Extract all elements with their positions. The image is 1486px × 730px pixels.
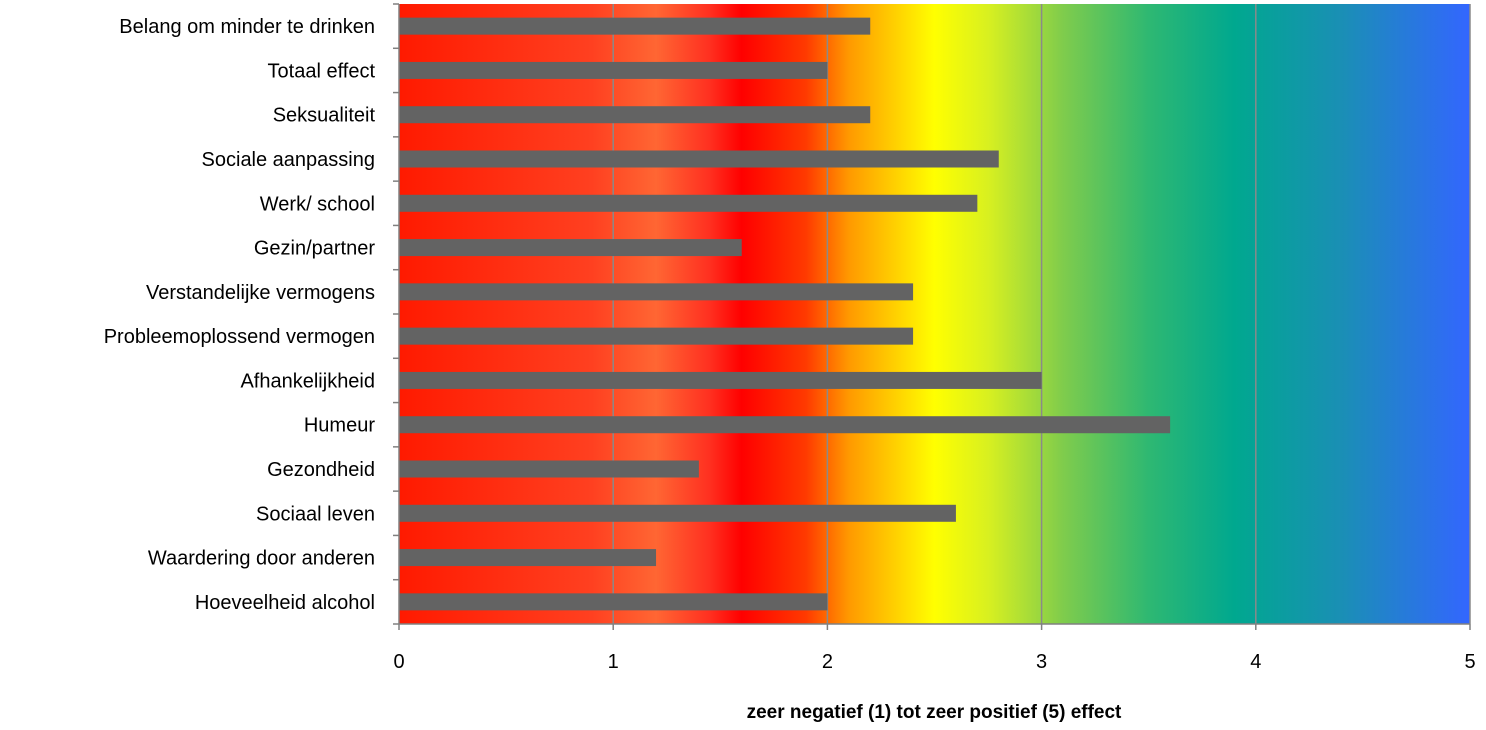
x-tick-label: 3 [1036,651,1047,673]
x-tick-label: 1 [608,651,619,673]
bar [399,504,956,522]
bar [399,549,657,567]
category-label: Gezin/partner [254,238,376,260]
bar [399,194,978,212]
x-tick-label: 4 [1250,651,1261,673]
category-label: Seksualiteit [273,105,376,127]
category-label: Gezondheid [267,459,375,481]
category-labels: Belang om minder te drinken Totaal effect… [104,16,376,614]
bars [399,17,1171,611]
bar [399,371,1042,389]
axes [393,3,1471,630]
bar [399,327,914,345]
category-label: Sociaal leven [256,503,375,525]
x-tick-labels: 0 1 2 3 4 5 [393,651,1475,673]
category-label: Totaal effect [268,60,376,82]
x-tick-label: 0 [393,651,404,673]
bar [399,460,699,478]
category-label: Probleemoplossend vermogen [104,326,375,348]
category-label: Afhankelijkheid [240,370,375,392]
bar [399,593,828,611]
category-label: Hoeveelheid alcohol [195,592,375,614]
category-label: Werk/ school [260,193,375,215]
category-label: Verstandelijke vermogens [146,282,375,304]
x-tick-label: 2 [822,651,833,673]
bar [399,283,914,301]
category-label: Sociale aanpassing [202,149,375,171]
bar [399,239,742,257]
x-axis-title: zeer negatief (1) tot zeer positief (5) … [747,702,1122,723]
bar [399,106,871,124]
bar [399,150,999,168]
x-tick-label: 5 [1464,651,1475,673]
plot-background [399,4,1470,624]
bar [399,416,1171,434]
category-label: Belang om minder te drinken [119,16,375,38]
category-label: Waardering door anderen [148,548,375,570]
bar [399,61,828,79]
category-label: Humeur [304,415,375,437]
bar [399,17,871,35]
